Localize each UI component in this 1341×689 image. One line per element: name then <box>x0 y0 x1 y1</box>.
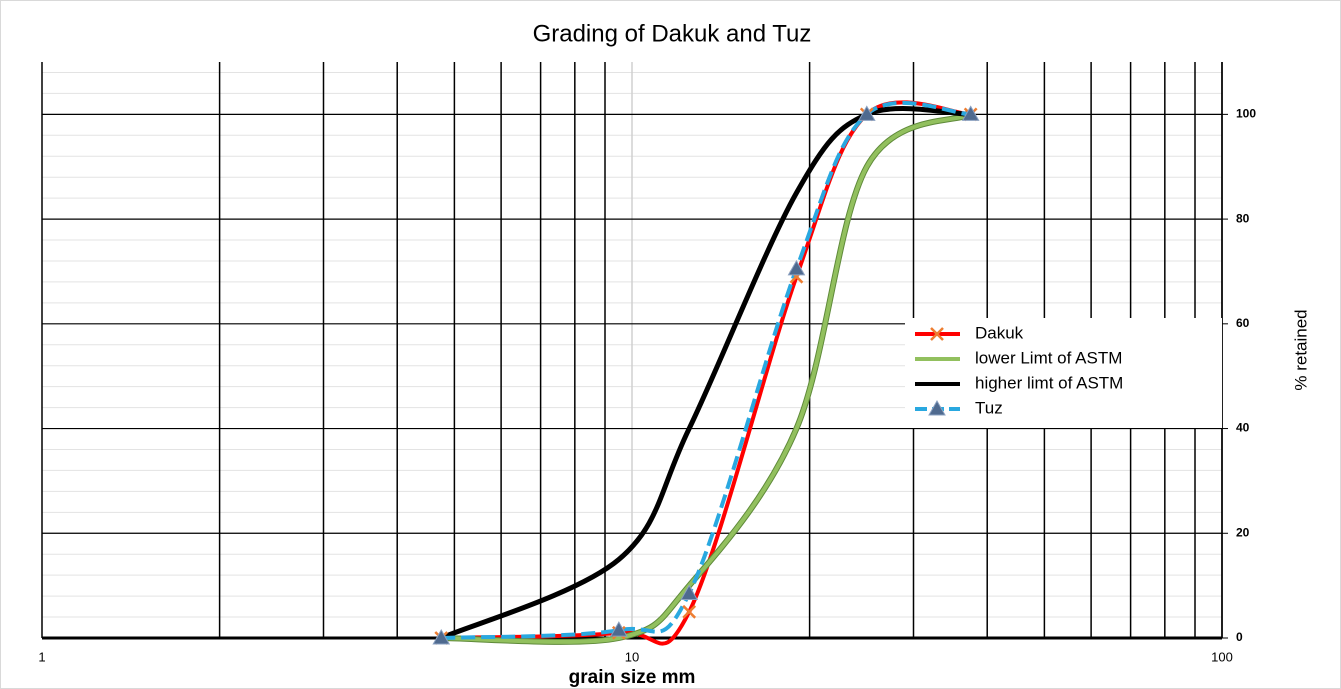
marker-triangle <box>432 628 451 645</box>
marker-triangle <box>857 105 876 121</box>
marker-x <box>930 327 944 341</box>
plot <box>432 100 980 646</box>
legend-label: Tuz <box>975 398 1003 417</box>
legend-label: higher limt of ASTM <box>975 373 1123 392</box>
marker-triangle <box>928 399 946 416</box>
y-tick-label: 60 <box>1236 316 1250 330</box>
x-tick-label: 1 <box>38 649 45 664</box>
legend-label: lower Limt of ASTM <box>975 348 1122 367</box>
chart-title: Grading of Dakuk and Tuz <box>533 20 812 47</box>
x-tick-label: 10 <box>625 649 639 664</box>
y-tick-label: 100 <box>1236 107 1256 121</box>
x-axis-label: grain size mm <box>569 667 696 688</box>
marker-x <box>682 604 697 619</box>
y-tick-label: 80 <box>1236 211 1250 225</box>
y-axis-label: % retained <box>1291 309 1310 390</box>
y-tick-label: 40 <box>1236 421 1250 435</box>
marker-triangle <box>609 621 628 637</box>
marker-triangle <box>961 105 980 121</box>
marker-triangle <box>680 584 699 600</box>
series-line <box>441 112 972 644</box>
marker-triangle <box>787 259 806 276</box>
legend-label: Dakuk <box>975 323 1024 342</box>
legend: Dakuk lower Limt of ASTM higher limt of AS… <box>905 318 1222 428</box>
x-tick-label: 100 <box>1211 649 1233 664</box>
y-tick-label: 20 <box>1236 525 1250 539</box>
y-tick-label: 0 <box>1236 630 1243 644</box>
